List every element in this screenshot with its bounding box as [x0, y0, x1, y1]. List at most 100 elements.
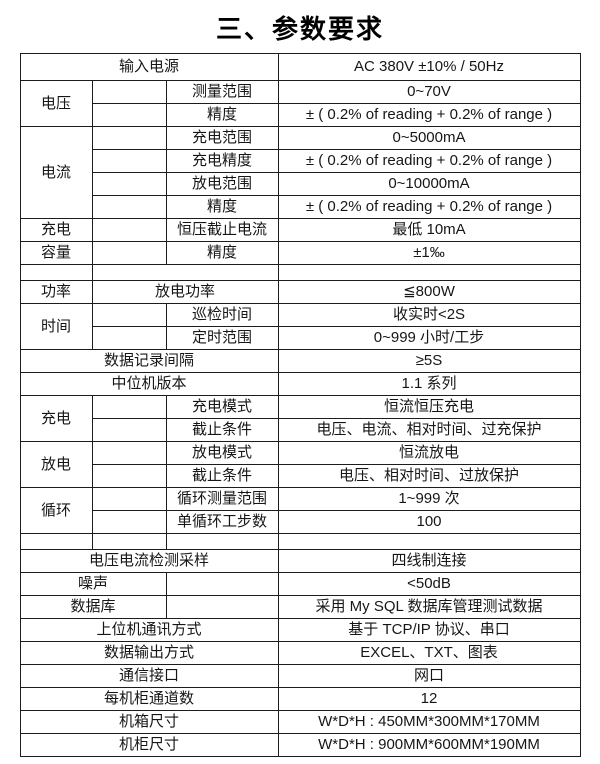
row-charging-0: 充电 充电模式 恒流恒压充电 — [19, 395, 581, 442]
record-interval-label-cell: 数据记录间隔 — [19, 349, 279, 373]
row-spacer-1 — [19, 264, 581, 281]
cycle-group-label-cell: 循环 — [19, 487, 93, 534]
empty-cell — [19, 264, 93, 281]
chassis-size-label-cell: 机箱尺寸 — [19, 710, 279, 734]
channels-per-cabinet-label-cell: 每机柜通道数 — [19, 687, 279, 711]
row-current-2: 放电范围 0~10000mA — [20, 172, 581, 196]
input-power-label-cell: 输入电源 — [19, 53, 279, 81]
voltage-item-0-value-cell: 0~70V — [277, 80, 581, 104]
input-power-value-cell: AC 380V ±10% / 50Hz — [277, 53, 581, 81]
charging-item-1-label-cell: 截止条件 — [165, 418, 279, 442]
current-item-3-label-cell: 精度 — [165, 195, 279, 219]
row-chassis-size: 机箱尺寸 W*D*H : 450MM*300MM*170MM — [19, 710, 581, 734]
cycle-item-0-value-cell: 1~999 次 — [277, 487, 581, 511]
row-time-0: 时间 巡检时间 收实时<2S — [19, 303, 581, 350]
empty-cell — [91, 441, 167, 465]
empty-cell — [91, 218, 167, 242]
row-current-1: 充电精度 ± ( 0.2% of reading + 0.2% of range… — [20, 149, 581, 173]
time-item-0-value-cell: 收实时<2S — [277, 303, 581, 327]
current-item-1-label-cell: 充电精度 — [165, 149, 279, 173]
discharging-item-1-value-cell: 电压、相对时间、过放保护 — [277, 464, 581, 488]
empty-cell — [165, 572, 279, 596]
row-voltage-1: 精度 ± ( 0.2% of reading + 0.2% of range ) — [20, 103, 581, 127]
sampling-label-cell: 电压电流检测采样 — [19, 549, 279, 573]
parameters-table: 输入电源 AC 380V ±10% / 50Hz 电压 测量范围 0~70V 精… — [19, 53, 581, 757]
empty-cell — [91, 264, 279, 281]
capacity-label-cell: 精度 — [165, 241, 279, 265]
current-item-1-value-cell: ± ( 0.2% of reading + 0.2% of range ) — [277, 149, 581, 173]
row-cycle-1: 单循环工步数 100 — [20, 510, 581, 534]
current-item-0-value-cell: 0~5000mA — [277, 126, 581, 150]
mid-machine-version-label-cell: 中位机版本 — [19, 372, 279, 396]
row-cabinet-size: 机柜尺寸 W*D*H : 900MM*600MM*190MM — [19, 733, 581, 757]
capacity-value-cell: ±1‰ — [277, 241, 581, 265]
database-value-cell: 采用 My SQL 数据库管理测试数据 — [277, 595, 581, 619]
chassis-size-value-cell: W*D*H : 450MM*300MM*170MM — [277, 710, 581, 734]
row-database: 数据库 采用 My SQL 数据库管理测试数据 — [19, 595, 581, 619]
row-capacity: 容量 精度 ±1‰ — [19, 241, 581, 265]
data-output-value-cell: EXCEL、TXT、图表 — [277, 641, 581, 665]
charge-cutoff-group-cell: 充电 — [19, 218, 93, 242]
empty-cell — [165, 533, 279, 550]
row-sampling: 电压电流检测采样 四线制连接 — [19, 549, 581, 573]
row-data-output: 数据输出方式 EXCEL、TXT、图表 — [19, 641, 581, 665]
power-group-cell: 功率 — [19, 280, 93, 304]
row-spacer-2 — [19, 533, 581, 550]
current-group-label-cell: 电流 — [19, 126, 93, 219]
row-charge-cutoff: 充电 恒压截止电流 最低 10mA — [19, 218, 581, 242]
comm-method-value-cell: 基于 TCP/IP 协议、串口 — [277, 618, 581, 642]
noise-label-cell: 噪声 — [19, 572, 167, 596]
cycle-item-1-value-cell: 100 — [277, 510, 581, 534]
page-title: 三、参数要求 — [215, 14, 384, 44]
discharging-item-1-label-cell: 截止条件 — [165, 464, 279, 488]
current-item-0-label-cell: 充电范围 — [165, 126, 279, 150]
time-item-1-value-cell: 0~999 小时/工步 — [277, 326, 581, 350]
power-label-cell: 放电功率 — [91, 280, 279, 304]
voltage-item-0-label-cell: 测量范围 — [165, 80, 279, 104]
row-comm-method: 上位机通讯方式 基于 TCP/IP 协议、串口 — [19, 618, 581, 642]
empty-cell — [91, 149, 167, 173]
charge-cutoff-value-cell: 最低 10mA — [277, 218, 581, 242]
charge-cutoff-label-cell: 恒压截止电流 — [165, 218, 279, 242]
row-comm-interface: 通信接口 网口 — [19, 664, 581, 688]
empty-cell — [91, 126, 167, 150]
time-item-1-label-cell: 定时范围 — [165, 326, 279, 350]
discharging-item-0-value-cell: 恒流放电 — [277, 441, 581, 465]
empty-cell — [91, 510, 167, 534]
charging-item-0-label-cell: 充电模式 — [165, 395, 279, 419]
voltage-item-1-label-cell: 精度 — [165, 103, 279, 127]
row-current-0: 电流 充电范围 0~5000mA — [19, 126, 581, 219]
empty-cell — [277, 533, 581, 550]
database-label-cell: 数据库 — [19, 595, 167, 619]
row-power: 功率 放电功率 ≦800W — [19, 280, 581, 304]
empty-cell — [91, 464, 167, 488]
current-item-2-value-cell: 0~10000mA — [277, 172, 581, 196]
charging-item-1-value-cell: 电压、电流、相对时间、过充保护 — [277, 418, 581, 442]
comm-interface-label-cell: 通信接口 — [19, 664, 279, 688]
empty-cell — [91, 172, 167, 196]
data-output-label-cell: 数据输出方式 — [19, 641, 279, 665]
voltage-group-label-cell: 电压 — [19, 80, 93, 127]
empty-cell — [91, 533, 167, 550]
empty-cell — [19, 533, 93, 550]
row-channels-per-cabinet: 每机柜通道数 12 — [19, 687, 581, 711]
empty-cell — [91, 418, 167, 442]
empty-cell — [91, 487, 167, 511]
row-current-3: 精度 ± ( 0.2% of reading + 0.2% of range ) — [20, 195, 581, 219]
discharging-group-label-cell: 放电 — [19, 441, 93, 488]
row-time-1: 定时范围 0~999 小时/工步 — [20, 326, 581, 350]
capacity-group-cell: 容量 — [19, 241, 93, 265]
empty-cell — [91, 80, 167, 104]
record-interval-value-cell: ≥5S — [277, 349, 581, 373]
empty-cell — [165, 595, 279, 619]
noise-value-cell: <50dB — [277, 572, 581, 596]
row-record-interval: 数据记录间隔 ≥5S — [19, 349, 581, 373]
row-cycle-0: 循环 循环测量范围 1~999 次 — [19, 487, 581, 534]
cycle-item-1-label-cell: 单循环工步数 — [165, 510, 279, 534]
empty-cell — [91, 326, 167, 350]
empty-cell — [91, 103, 167, 127]
empty-cell — [91, 303, 167, 327]
comm-method-label-cell: 上位机通讯方式 — [19, 618, 279, 642]
current-item-3-value-cell: ± ( 0.2% of reading + 0.2% of range ) — [277, 195, 581, 219]
